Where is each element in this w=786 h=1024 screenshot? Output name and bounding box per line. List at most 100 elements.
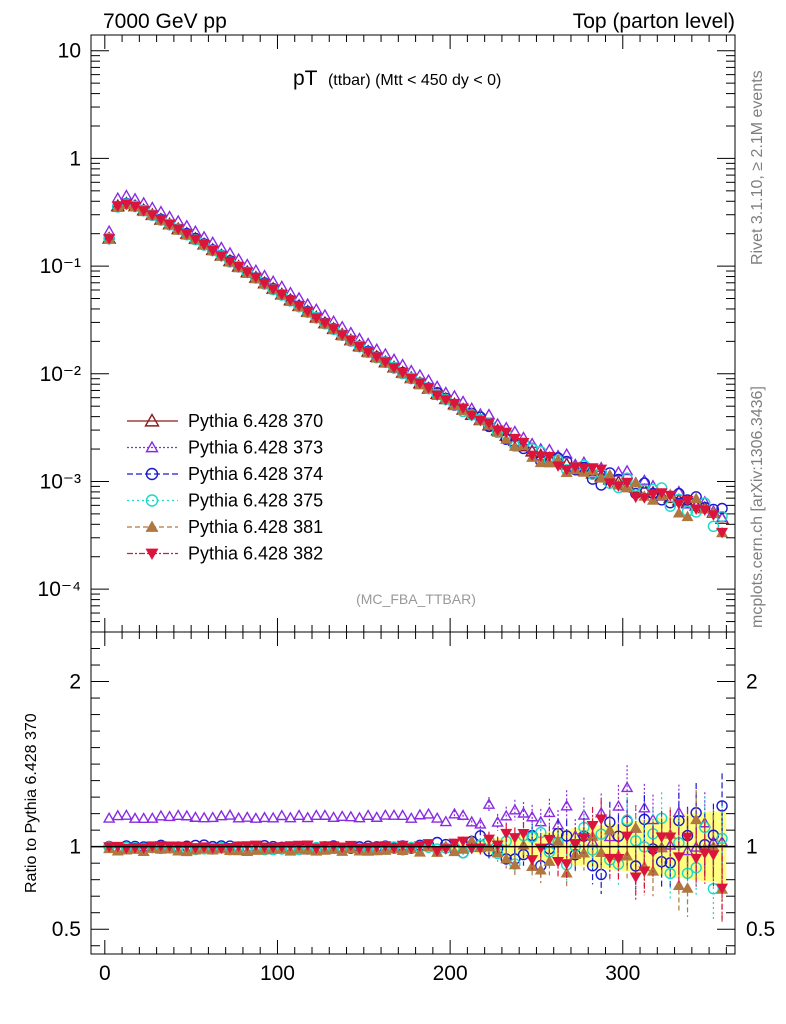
data-point <box>465 410 478 422</box>
data-point <box>275 289 288 301</box>
data-point <box>144 413 160 427</box>
data-point <box>206 811 219 823</box>
data-point <box>146 210 159 221</box>
data-point <box>284 295 297 306</box>
data-point <box>189 811 202 822</box>
header-right: Top (parton level) <box>573 10 735 33</box>
data-point <box>241 811 254 822</box>
data-point <box>301 306 314 318</box>
data-point <box>241 267 254 278</box>
data-point <box>249 812 263 823</box>
data-point <box>603 468 616 480</box>
data-point <box>370 352 383 363</box>
data-point <box>145 440 159 453</box>
data-point <box>413 378 426 390</box>
main-series-s382 <box>103 199 729 539</box>
data-point <box>629 492 642 504</box>
legend-label: Pythia 6.428 381 <box>188 517 323 537</box>
data-point <box>603 478 616 489</box>
main-y-tick-labels: 10 1 10⁻¹ 10⁻² 10⁻³ 10⁻⁴ <box>38 40 81 601</box>
data-point <box>690 492 703 503</box>
data-point <box>336 810 349 821</box>
x-tick-label: 0 <box>99 962 111 985</box>
data-point <box>103 234 116 245</box>
data-point <box>586 463 599 474</box>
data-point <box>707 510 720 521</box>
data-point <box>103 842 116 853</box>
data-point <box>534 864 547 875</box>
data-point <box>388 363 401 374</box>
data-point <box>362 347 375 358</box>
data-point <box>275 809 288 821</box>
y-tick-label: 10⁻² <box>40 363 81 386</box>
data-point <box>370 842 383 853</box>
data-point <box>500 427 513 439</box>
data-point <box>198 842 211 853</box>
legend-label: Pythia 6.428 382 <box>188 544 323 564</box>
data-point <box>258 811 271 823</box>
ratio-y-tick-label-right: 2 <box>746 671 758 694</box>
data-point <box>664 867 676 880</box>
data-point <box>301 840 314 852</box>
data-point <box>577 463 590 474</box>
data-point <box>362 842 375 854</box>
data-point <box>560 859 573 870</box>
x-tick-label: 300 <box>605 962 640 985</box>
data-point <box>698 848 711 860</box>
data-point <box>612 799 625 811</box>
data-point <box>223 808 237 820</box>
y-tick-label: 1 <box>69 147 81 170</box>
data-point <box>284 811 297 823</box>
main-axis-ticks <box>91 35 735 633</box>
data-point <box>258 842 271 853</box>
data-point <box>620 781 634 793</box>
legend-item: Pythia 6.428 374 <box>127 464 323 484</box>
main-series-group <box>101 189 730 539</box>
data-point <box>275 842 288 853</box>
data-point <box>146 812 159 823</box>
main-panel: 10 1 10⁻¹ 10⁻² 10⁻³ 10⁻⁴ pT (ttbar) (Mtt < 45… <box>38 34 736 633</box>
main-frame <box>90 34 736 633</box>
data-point <box>370 811 383 822</box>
data-point <box>500 433 513 444</box>
data-point <box>198 239 211 251</box>
data-point <box>474 817 487 829</box>
data-point <box>267 842 280 854</box>
plot-title-sub: (ttbar) (Mtt < 450 dy < 0) <box>328 72 501 89</box>
data-point <box>189 843 202 854</box>
data-point <box>672 498 685 510</box>
data-point <box>543 451 556 463</box>
data-point <box>327 324 340 335</box>
data-point <box>672 507 685 518</box>
data-point <box>526 450 539 462</box>
data-point <box>206 245 219 257</box>
data-point <box>344 335 357 346</box>
data-point <box>629 476 642 488</box>
x-tick-labels: 0 100 200 300 <box>99 962 640 985</box>
data-point <box>439 815 453 827</box>
data-point <box>137 206 150 217</box>
main-series-s381 <box>103 198 729 538</box>
data-point <box>336 330 349 341</box>
data-point <box>681 495 694 507</box>
data-point <box>249 840 262 852</box>
data-point <box>620 464 634 476</box>
data-point <box>526 831 538 843</box>
data-point <box>638 493 651 504</box>
legend: Pythia 6.428 370 Pythia 6.428 373 Pythia 6… <box>127 411 323 564</box>
data-point <box>707 840 720 852</box>
data-point <box>534 451 547 462</box>
data-point <box>439 395 452 406</box>
data-point <box>560 799 573 811</box>
data-point <box>405 373 418 385</box>
data-point <box>318 809 332 820</box>
y-tick-label: 10⁻⁴ <box>38 578 81 601</box>
legend-label: Pythia 6.428 374 <box>188 464 323 484</box>
data-point <box>249 272 262 284</box>
ratio-y-tick-label: 2 <box>69 671 81 694</box>
data-point <box>413 808 427 820</box>
data-point <box>690 853 703 865</box>
data-point <box>543 806 556 818</box>
data-point <box>232 811 245 823</box>
data-point <box>569 462 582 473</box>
